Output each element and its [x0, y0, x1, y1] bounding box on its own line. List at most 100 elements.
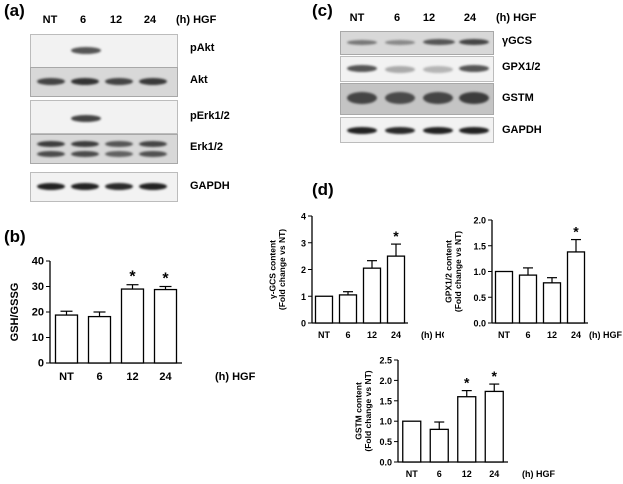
band [459, 39, 489, 45]
bar [54, 314, 79, 364]
protein-label: GAPDH [190, 180, 230, 192]
panel-label-a: (a) [4, 1, 25, 20]
y-axis-label: GSH/GSSG [9, 283, 21, 342]
x-tick-label: 12 [547, 330, 557, 340]
y-tick-label: 2.0 [379, 376, 392, 386]
lane-label-nt: NT [42, 14, 58, 26]
band [105, 141, 133, 147]
protein-label: GAPDH [502, 124, 542, 136]
band [71, 183, 99, 190]
x-tick-label: NT [59, 371, 74, 383]
band [71, 151, 99, 157]
band [423, 39, 455, 45]
protein-label: pErk1/2 [190, 110, 230, 122]
blot-gstm [340, 83, 494, 115]
significance-marker: * [162, 271, 169, 288]
bar [457, 396, 477, 463]
x-tick-label: 12 [126, 371, 138, 383]
y-tick-label: 1.0 [473, 267, 486, 277]
lane-label-24: 24 [143, 14, 157, 26]
x-tick-label: 24 [489, 469, 499, 479]
protein-label: Erk1/2 [190, 141, 224, 153]
blot-akt [30, 67, 178, 97]
chart-gstm: 0.0 0.5 1.0 1.5 2.0 2.5 NT 6 * 12 * 24 (h) HGF GSTM c… [353, 356, 555, 480]
x-tick-label: 12 [462, 469, 472, 479]
band [423, 66, 453, 73]
x-tick-label: 6 [437, 469, 442, 479]
band [459, 65, 489, 72]
band [347, 65, 377, 72]
bar [566, 251, 586, 324]
y-tick-label: 1.5 [473, 241, 486, 251]
y-axis-label: γ-GCS content(Fold change vs NT) [267, 229, 287, 310]
significance-marker: * [492, 368, 498, 384]
panel-label-c: (c) [312, 1, 333, 20]
y-tick-label: 40 [32, 256, 44, 268]
y-tick-label: 20 [32, 307, 44, 319]
bar [386, 255, 406, 324]
band [37, 151, 65, 157]
x-tick-label: NT [406, 469, 418, 479]
y-axis-label: GPX1/2 content(Fold change vs NT) [444, 231, 463, 312]
x-tick-label: NT [318, 330, 330, 340]
band [105, 183, 133, 190]
bar [494, 270, 514, 324]
blot-ygcs [340, 31, 494, 55]
band [459, 127, 489, 134]
protein-label: γGCS [502, 35, 532, 47]
protein-label: Akt [190, 74, 208, 86]
bar [518, 274, 538, 324]
y-tick-label: 30 [32, 281, 44, 293]
x-axis-label: (h) HGF [421, 330, 444, 340]
band [139, 141, 167, 147]
bar [542, 282, 562, 324]
y-tick-label: 10 [32, 332, 44, 344]
panel-label-d: (d) [312, 180, 334, 199]
blot-erk [30, 134, 178, 164]
band [347, 92, 377, 104]
y-tick-label: 1.5 [379, 396, 392, 406]
x-axis-label: (h) HGF [215, 371, 256, 383]
y-tick-label: 2 [301, 265, 306, 275]
y-tick-label: 2.0 [473, 216, 486, 226]
lane-label-12: 12 [109, 14, 123, 26]
x-tick-label: 24 [571, 330, 581, 340]
band [347, 127, 377, 134]
unit-label-c: (h) HGF [496, 12, 537, 24]
x-axis-label: (h) HGF [522, 469, 555, 479]
bar [153, 288, 178, 364]
blot-gapdh-c [340, 117, 494, 143]
band [385, 40, 415, 45]
band [459, 92, 489, 104]
band [37, 183, 65, 190]
lane-label-12: 12 [422, 12, 436, 24]
y-tick-label: 0 [301, 319, 306, 329]
protein-label: GSTM [502, 92, 534, 104]
blot-gpx [340, 56, 494, 82]
bar [484, 390, 504, 463]
band [105, 78, 133, 85]
band [37, 78, 65, 85]
x-tick-label: 6 [96, 371, 102, 383]
chart-gpx: 0.0 0.5 1.0 1.5 2.0 NT 6 12 * 24 (h) HGF GPX1/2 con… [444, 216, 622, 341]
bar [120, 288, 145, 364]
bar [362, 267, 382, 324]
chart-gsh-gssg: 0 10 20 30 40 NT 6 * 12 * 24 (h) HGF GSH/GSSG [9, 256, 256, 384]
band [139, 78, 167, 85]
protein-label: pAkt [190, 42, 215, 54]
band [139, 151, 167, 157]
significance-marker: * [393, 228, 399, 244]
band [385, 66, 415, 73]
significance-marker: * [464, 375, 470, 391]
band [139, 183, 167, 190]
blot-perk [30, 100, 178, 134]
band [105, 151, 133, 157]
y-tick-label: 0.0 [473, 319, 486, 329]
y-tick-label: 4 [301, 212, 306, 222]
band [71, 78, 99, 85]
band [385, 127, 415, 134]
band [423, 127, 453, 134]
y-tick-label: 1 [301, 292, 306, 302]
bar [429, 428, 449, 463]
